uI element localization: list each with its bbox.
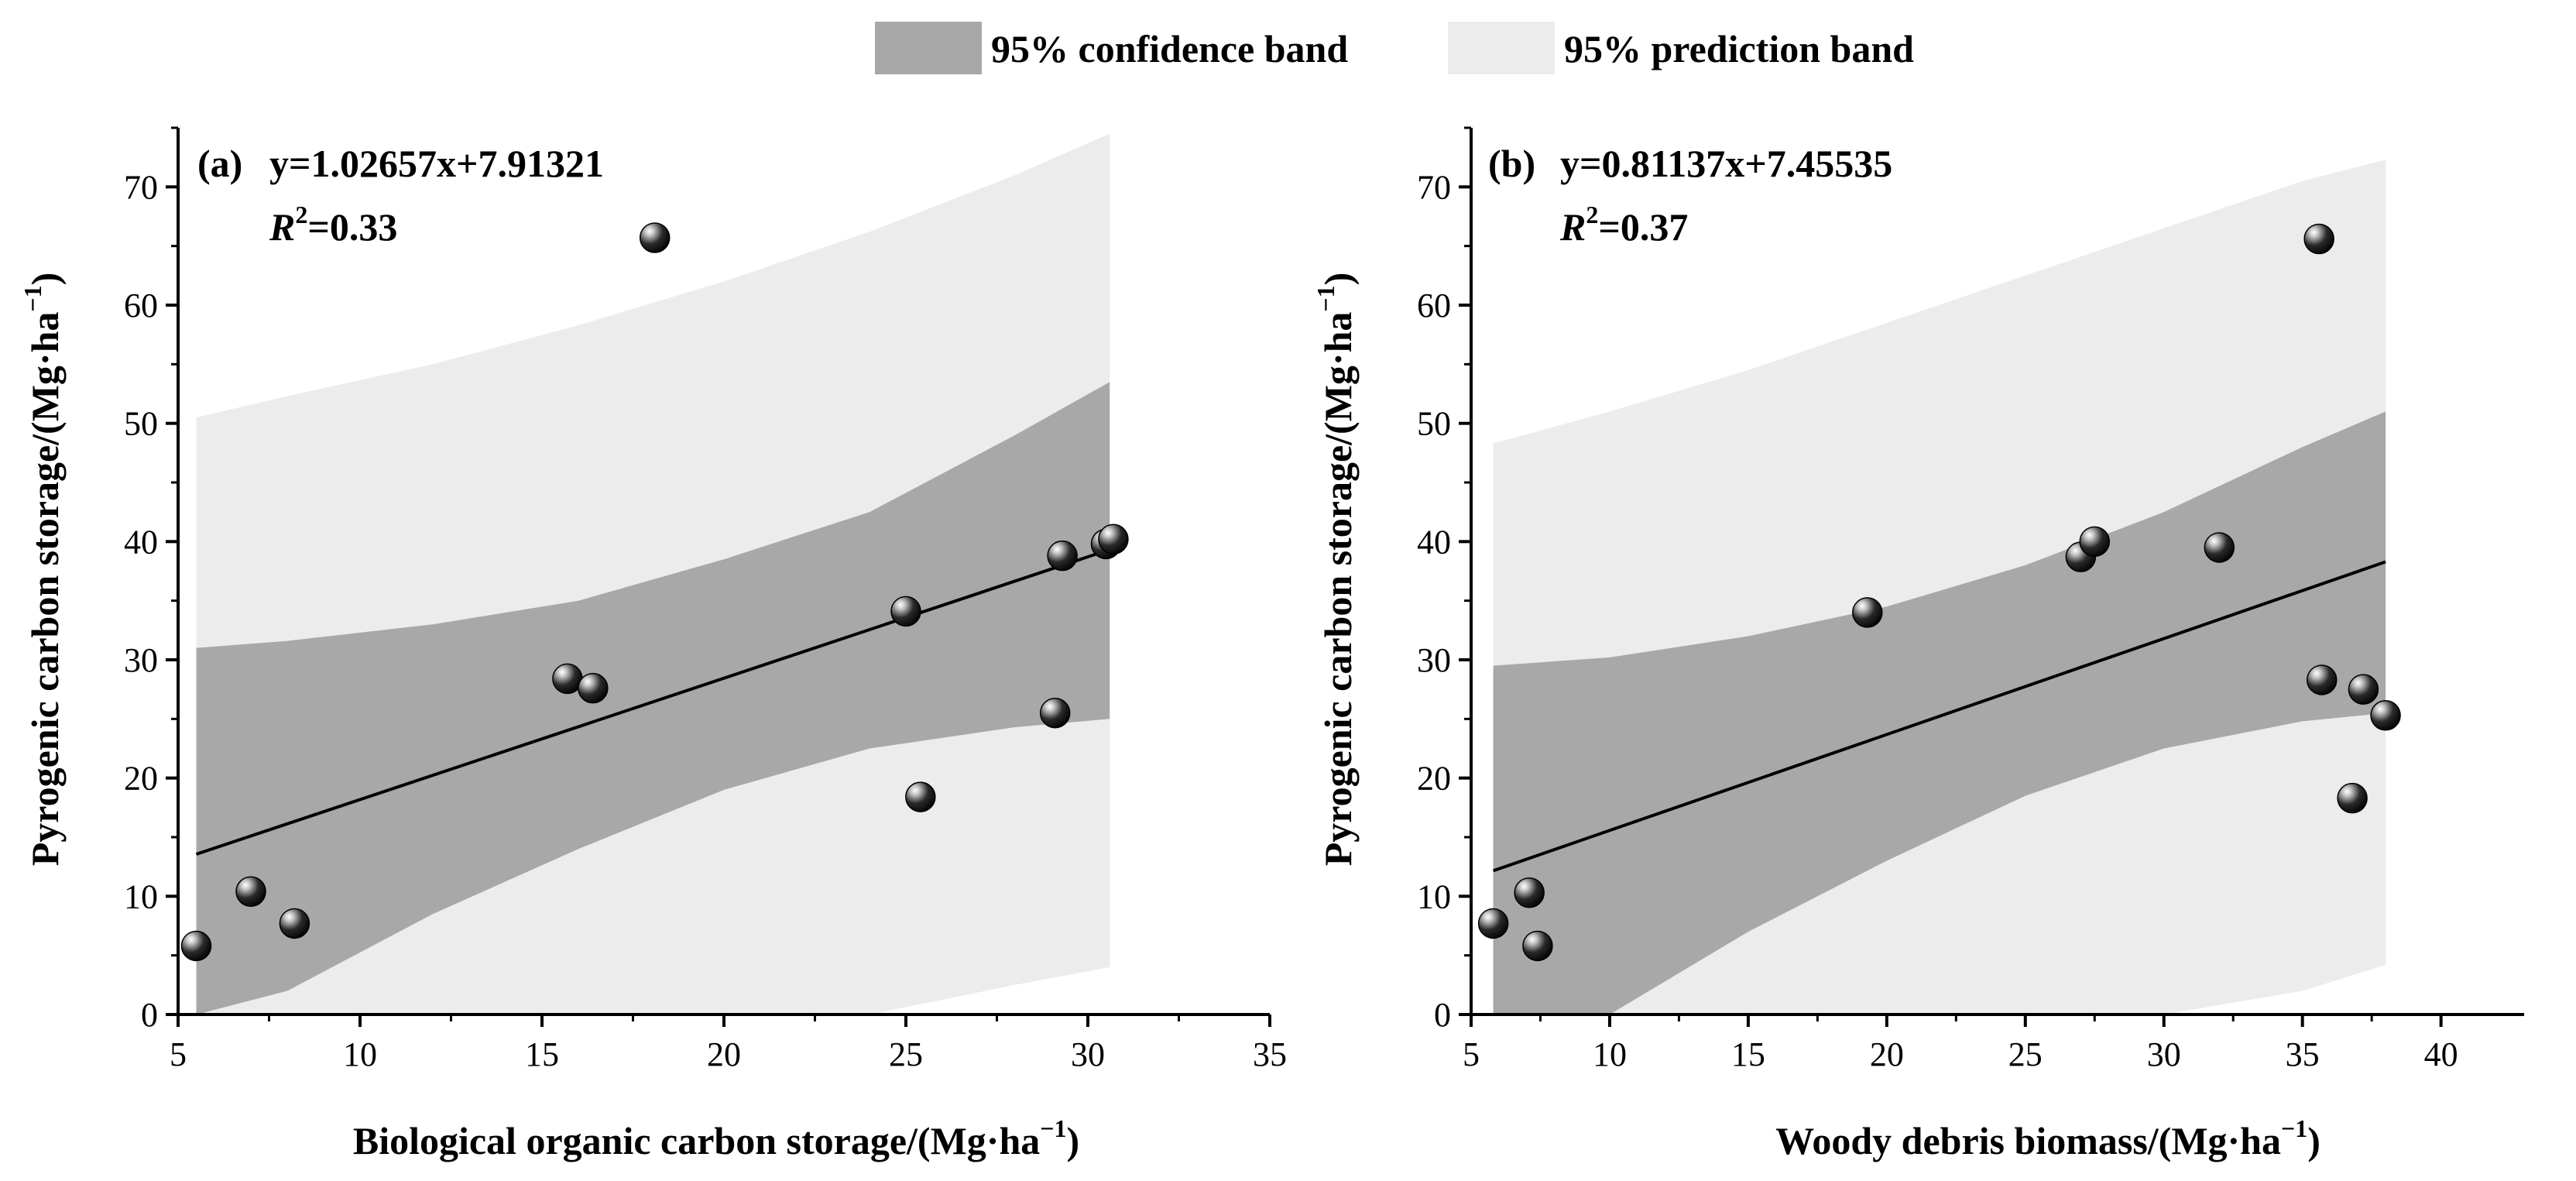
data-point-a bbox=[905, 781, 936, 812]
x-axis-title-b: Woody debris biomass/(Mg·ha−1) bbox=[1775, 1114, 2320, 1162]
data-point-a bbox=[180, 930, 212, 962]
data-point-a bbox=[578, 672, 609, 704]
y-tick-label-b: 60 bbox=[1417, 287, 1451, 324]
confidence-band-b bbox=[1493, 411, 2386, 1014]
y-tick-label-a: 40 bbox=[124, 523, 158, 561]
y-axis-title-b: Pyrogenic carbon storage/(Mg·ha−1) bbox=[1312, 273, 1360, 867]
y-tick-label-a: 0 bbox=[141, 996, 158, 1034]
x-tick-label-a: 30 bbox=[1071, 1035, 1105, 1073]
x-tick-label-a: 5 bbox=[170, 1035, 187, 1073]
panel-label-a: (a) bbox=[197, 142, 242, 185]
y-tick-label-a: 20 bbox=[124, 760, 158, 798]
x-tick-label-b: 20 bbox=[1870, 1035, 1904, 1073]
data-point-a bbox=[235, 876, 266, 907]
data-point-a bbox=[890, 596, 921, 627]
x-ticks-a: 5 10 15 20 25 30 35 bbox=[170, 1014, 1287, 1073]
x-tick-label-b: 25 bbox=[2008, 1035, 2043, 1073]
equation-a: y=1.02657x+7.91321 bbox=[269, 142, 604, 185]
x-tick-label-a: 10 bbox=[343, 1035, 377, 1073]
x-tick-label-b: 10 bbox=[1593, 1035, 1627, 1073]
data-point-a bbox=[1039, 697, 1071, 729]
axes-a: 5 10 15 20 25 30 35 0 10 20 30 40 50 60 70 bbox=[124, 126, 1287, 1073]
x-tick-label-a: 15 bbox=[525, 1035, 559, 1073]
confidence-band-a bbox=[196, 382, 1110, 1014]
x-tick-label-b: 40 bbox=[2424, 1035, 2458, 1073]
data-point-a bbox=[639, 222, 671, 253]
y-tick-label-b: 10 bbox=[1417, 877, 1451, 915]
data-point-b bbox=[2337, 782, 2368, 814]
y-tick-label-b: 20 bbox=[1417, 760, 1451, 798]
points-a bbox=[180, 222, 1129, 962]
legend-swatch-prediction bbox=[1448, 22, 1555, 74]
x-axis-title-a: Biological organic carbon storage/(Mg·ha… bbox=[353, 1114, 1079, 1162]
y-ticks-a: 0 10 20 30 40 50 60 70 bbox=[124, 126, 178, 1034]
y-ticks-b: 0 10 20 30 40 50 60 70 bbox=[1417, 126, 1471, 1034]
y-tick-label-b: 0 bbox=[1434, 996, 1451, 1034]
y-tick-label-a: 70 bbox=[124, 168, 158, 206]
data-point-b bbox=[2303, 223, 2334, 255]
data-point-b bbox=[1522, 930, 1553, 962]
x-tick-label-b: 30 bbox=[2147, 1035, 2181, 1073]
panel-a: 5 10 15 20 25 30 35 0 10 20 30 40 50 60 70 (a) y=1.02… bbox=[19, 126, 1287, 1162]
data-point-b bbox=[2348, 674, 2379, 705]
data-point-a bbox=[279, 908, 310, 939]
legend: 95% confidence band 95% prediction band bbox=[875, 22, 1914, 74]
data-point-b bbox=[1514, 877, 1545, 908]
data-point-a bbox=[1098, 524, 1129, 555]
data-point-b bbox=[2079, 526, 2111, 558]
data-point-b bbox=[2204, 532, 2235, 563]
axes-b: 5 10 15 20 25 30 35 40 0 10 20 30 40 50 60 70 bbox=[1417, 126, 2524, 1073]
legend-swatch-confidence bbox=[875, 22, 982, 74]
panel-label-b: (b) bbox=[1488, 142, 1535, 185]
legend-label-prediction: 95% prediction band bbox=[1564, 27, 1914, 70]
y-tick-label-a: 30 bbox=[124, 641, 158, 679]
equation-b: y=0.81137x+7.45535 bbox=[1560, 142, 1892, 185]
y-tick-label-b: 40 bbox=[1417, 523, 1451, 561]
panel-b: 5 10 15 20 25 30 35 40 0 10 20 30 40 50 60 70 (b) y=0.… bbox=[1312, 126, 2524, 1162]
data-point-b bbox=[1852, 597, 1883, 628]
points-b bbox=[1477, 223, 2401, 962]
data-point-b bbox=[2306, 664, 2338, 695]
legend-label-confidence: 95% confidence band bbox=[991, 27, 1348, 70]
y-axis-title-a: Pyrogenic carbon storage/(Mg·ha−1) bbox=[19, 273, 67, 867]
fit-line-b bbox=[1492, 560, 2386, 873]
y-tick-label-a: 50 bbox=[124, 405, 158, 443]
r2-a: R2=0.33 bbox=[269, 201, 397, 249]
x-tick-label-b: 35 bbox=[2286, 1035, 2320, 1073]
data-point-b bbox=[2370, 700, 2401, 731]
y-tick-label-b: 30 bbox=[1417, 641, 1451, 679]
x-ticks-b: 5 10 15 20 25 30 35 40 bbox=[1463, 1014, 2458, 1073]
y-tick-label-b: 70 bbox=[1417, 168, 1451, 206]
y-tick-label-a: 60 bbox=[124, 287, 158, 324]
fit-line-a bbox=[195, 548, 1110, 856]
x-tick-label-b: 5 bbox=[1463, 1035, 1480, 1073]
data-point-a bbox=[1047, 540, 1078, 572]
y-tick-label-b: 50 bbox=[1417, 405, 1451, 443]
x-tick-label-a: 35 bbox=[1253, 1035, 1287, 1073]
r2-b: R2=0.37 bbox=[1559, 201, 1688, 249]
data-point-b bbox=[1477, 908, 1509, 939]
x-tick-label-b: 15 bbox=[1731, 1035, 1765, 1073]
x-tick-label-a: 25 bbox=[889, 1035, 923, 1073]
y-tick-label-a: 10 bbox=[124, 877, 158, 915]
x-tick-label-a: 20 bbox=[707, 1035, 741, 1073]
